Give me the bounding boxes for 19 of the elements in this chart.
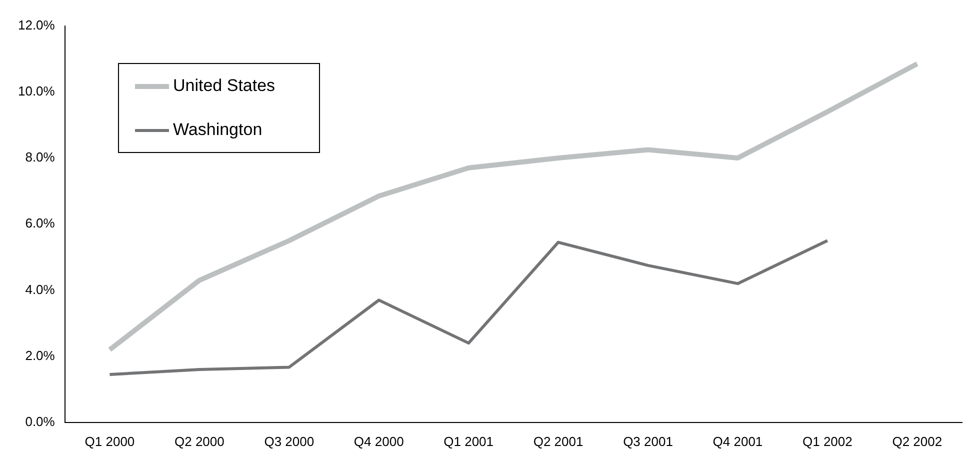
x-tick-label: Q1 2002 bbox=[802, 434, 852, 449]
x-tick-label: Q3 2000 bbox=[264, 434, 314, 449]
x-tick-label: Q4 2000 bbox=[354, 434, 404, 449]
y-tick-label: 0.0% bbox=[25, 414, 56, 429]
legend-label: United States bbox=[173, 76, 276, 96]
x-tick-label: Q1 2000 bbox=[84, 434, 135, 449]
y-tick-label: 6.0% bbox=[25, 216, 56, 231]
x-tick-label: Q2 2000 bbox=[174, 434, 224, 449]
y-tick-label: 10.0% bbox=[18, 83, 56, 98]
x-tick-label: Q3 2001 bbox=[623, 434, 673, 449]
y-tick-label: 2.0% bbox=[25, 348, 56, 363]
x-tick-label: Q2 2002 bbox=[892, 434, 942, 449]
y-tick-label: 8.0% bbox=[25, 150, 56, 165]
y-tick-label: 12.0% bbox=[18, 17, 56, 32]
y-tick-label: 4.0% bbox=[25, 282, 56, 297]
x-tick-label: Q1 2001 bbox=[444, 434, 494, 449]
legend-label: Washington bbox=[173, 120, 262, 140]
x-tick-label: Q4 2001 bbox=[712, 434, 763, 449]
x-tick-label: Q2 2001 bbox=[533, 434, 584, 449]
